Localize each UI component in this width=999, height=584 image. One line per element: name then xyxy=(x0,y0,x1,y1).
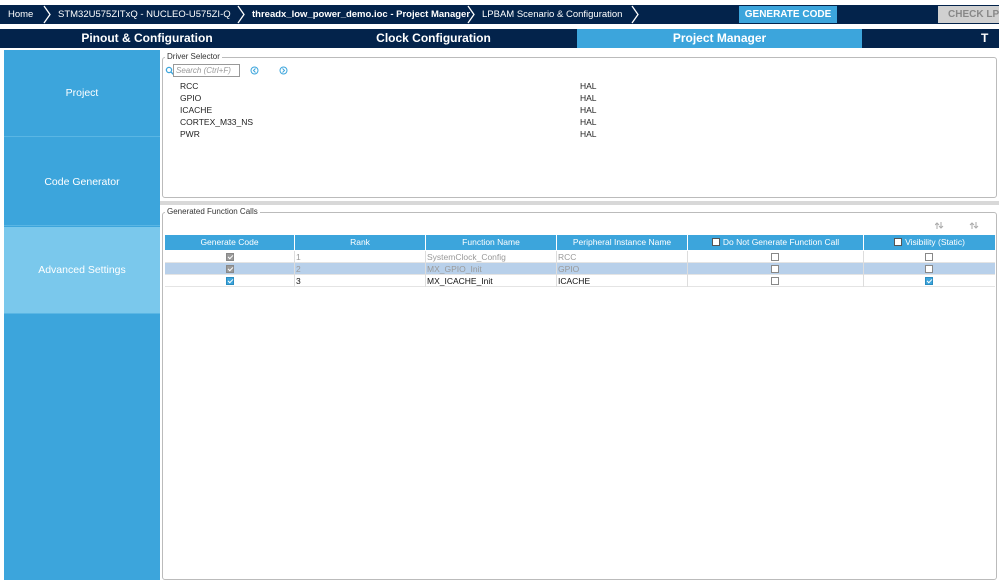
cell-divider xyxy=(556,263,557,275)
checkbox[interactable] xyxy=(771,253,779,261)
table-row[interactable] xyxy=(165,263,995,275)
function-name: MX_ICACHE_Init xyxy=(427,276,493,286)
column-header[interactable]: Generate Code xyxy=(165,235,294,250)
checkbox[interactable] xyxy=(925,265,933,273)
cell-divider xyxy=(556,251,557,263)
sidebar-item[interactable]: Code Generator xyxy=(4,138,160,226)
table-row[interactable] xyxy=(165,251,995,263)
splitter[interactable] xyxy=(160,201,999,205)
panel-title: Driver Selector xyxy=(165,52,222,61)
check-button[interactable]: CHECK LPB xyxy=(938,6,999,23)
cell-divider xyxy=(687,263,688,275)
cell-divider xyxy=(687,275,688,287)
header-checkbox[interactable] xyxy=(711,238,720,246)
breadcrumb-item[interactable]: Home xyxy=(8,9,34,20)
sort-icons xyxy=(935,222,979,229)
instance: GPIO xyxy=(558,264,580,274)
cell-divider xyxy=(863,275,864,287)
column-header[interactable]: Visibility (Static) xyxy=(864,235,995,250)
checkbox[interactable] xyxy=(925,253,933,261)
header-text: Visibility (Static) xyxy=(905,237,965,247)
driver-name: CORTEX_M33_NS xyxy=(180,117,254,127)
generate-button[interactable]: GENERATE CODE xyxy=(739,6,837,23)
sidebar-item[interactable]: Advanced Settings xyxy=(4,227,160,314)
chevron xyxy=(631,5,639,24)
cell-divider xyxy=(425,251,426,263)
header-text: Do Not Generate Function Call xyxy=(722,237,840,247)
table-row[interactable] xyxy=(165,275,995,287)
header-text: Generate Code xyxy=(200,237,259,247)
breadcrumb-item[interactable]: threadx_low_power_demo.ioc - Project Man… xyxy=(252,9,471,20)
column-header[interactable]: Do Not Generate Function Call xyxy=(688,235,863,250)
checkbox[interactable] xyxy=(226,265,234,273)
nav-icons xyxy=(250,66,288,75)
header-text: Peripheral Instance Name xyxy=(572,237,672,247)
column-header[interactable]: Peripheral Instance Name xyxy=(557,235,687,250)
sidebar xyxy=(4,50,160,580)
driver-name: GPIO xyxy=(180,93,202,103)
driver-name: RCC xyxy=(180,81,199,91)
function-name: MX_GPIO_Init xyxy=(427,264,482,274)
checkbox[interactable] xyxy=(771,277,779,285)
cell-divider xyxy=(556,275,557,287)
driver-name: ICACHE xyxy=(180,105,213,115)
rank: 3 xyxy=(296,276,301,286)
checkbox[interactable] xyxy=(925,277,933,285)
checkbox[interactable] xyxy=(771,265,779,273)
chevron xyxy=(237,5,245,24)
breadcrumb-item[interactable]: STM32U575ZITxQ - NUCLEO-U575ZI-Q xyxy=(58,9,231,20)
driver-type: HAL xyxy=(580,117,597,127)
tab[interactable]: Pinout & Configuration xyxy=(4,29,290,48)
chevron xyxy=(467,5,475,24)
column-header[interactable]: Rank xyxy=(295,235,425,250)
driver-type: HAL xyxy=(580,105,597,115)
cell-divider xyxy=(425,275,426,287)
panel-title: Generated Function Calls xyxy=(165,207,260,216)
cell-divider xyxy=(294,263,295,275)
driver-type: HAL xyxy=(580,93,597,103)
cell-divider xyxy=(294,251,295,263)
cell-divider xyxy=(425,263,426,275)
checkbox[interactable] xyxy=(226,277,234,285)
chevron xyxy=(43,5,51,24)
cell-divider xyxy=(863,251,864,263)
header-checkbox[interactable] xyxy=(894,238,903,246)
cell-divider xyxy=(687,251,688,263)
driver-type: HAL xyxy=(580,129,597,139)
search-box[interactable]: Search (Ctrl+F) xyxy=(173,64,240,77)
column-header[interactable]: Function Name xyxy=(426,235,556,250)
sidebar-item[interactable]: Project xyxy=(4,50,160,137)
header-text: Rank xyxy=(350,237,370,247)
tab[interactable]: Project Manager xyxy=(577,29,862,48)
calls-panel xyxy=(162,212,997,580)
header-text: Function Name xyxy=(462,237,520,247)
cell-divider xyxy=(294,275,295,287)
cell-divider xyxy=(863,263,864,275)
driver-type: HAL xyxy=(580,81,597,91)
rank: 1 xyxy=(296,252,301,262)
rank: 2 xyxy=(296,264,301,274)
tab[interactable]: T xyxy=(863,29,999,48)
instance: RCC xyxy=(558,252,577,262)
driver-panel xyxy=(162,57,997,198)
driver-name: PWR xyxy=(180,129,200,139)
breadcrumb-item[interactable]: LPBAM Scenario & Configuration xyxy=(482,9,623,20)
instance: ICACHE xyxy=(558,276,591,286)
tab[interactable]: Clock Configuration xyxy=(291,29,576,48)
checkbox[interactable] xyxy=(226,253,234,261)
function-name: SystemClock_Config xyxy=(427,252,506,262)
